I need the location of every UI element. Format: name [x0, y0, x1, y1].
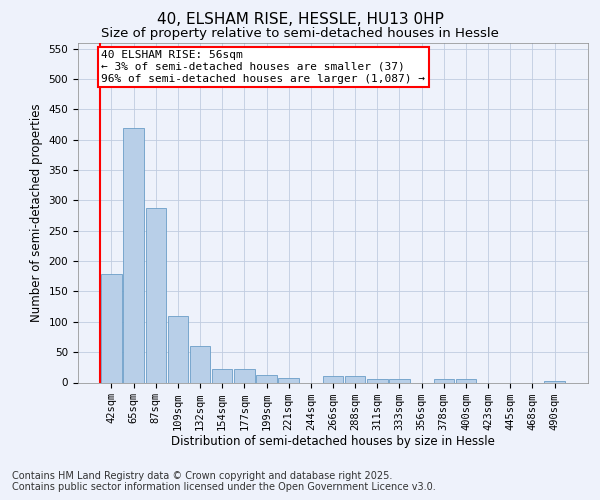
Bar [146, 208, 166, 382]
Text: Size of property relative to semi-detached houses in Hessle: Size of property relative to semi-detach… [101, 28, 499, 40]
Bar [323, 376, 343, 382]
Text: 40 ELSHAM RISE: 56sqm
← 3% of semi-detached houses are smaller (37)
96% of semi-: 40 ELSHAM RISE: 56sqm ← 3% of semi-detac… [101, 50, 425, 84]
Bar [367, 380, 388, 382]
Bar [389, 379, 410, 382]
Bar [434, 380, 454, 382]
Text: 40, ELSHAM RISE, HESSLE, HU13 0HP: 40, ELSHAM RISE, HESSLE, HU13 0HP [157, 12, 443, 28]
X-axis label: Distribution of semi-detached houses by size in Hessle: Distribution of semi-detached houses by … [171, 436, 495, 448]
Bar [212, 368, 232, 382]
Bar [167, 316, 188, 382]
Y-axis label: Number of semi-detached properties: Number of semi-detached properties [30, 103, 43, 322]
Bar [278, 378, 299, 382]
Bar [256, 375, 277, 382]
Text: Contains HM Land Registry data © Crown copyright and database right 2025.
Contai: Contains HM Land Registry data © Crown c… [12, 471, 436, 492]
Bar [124, 128, 144, 382]
Bar [101, 274, 122, 382]
Bar [190, 346, 210, 383]
Bar [544, 380, 565, 382]
Bar [456, 380, 476, 382]
Bar [234, 368, 254, 382]
Bar [345, 376, 365, 382]
